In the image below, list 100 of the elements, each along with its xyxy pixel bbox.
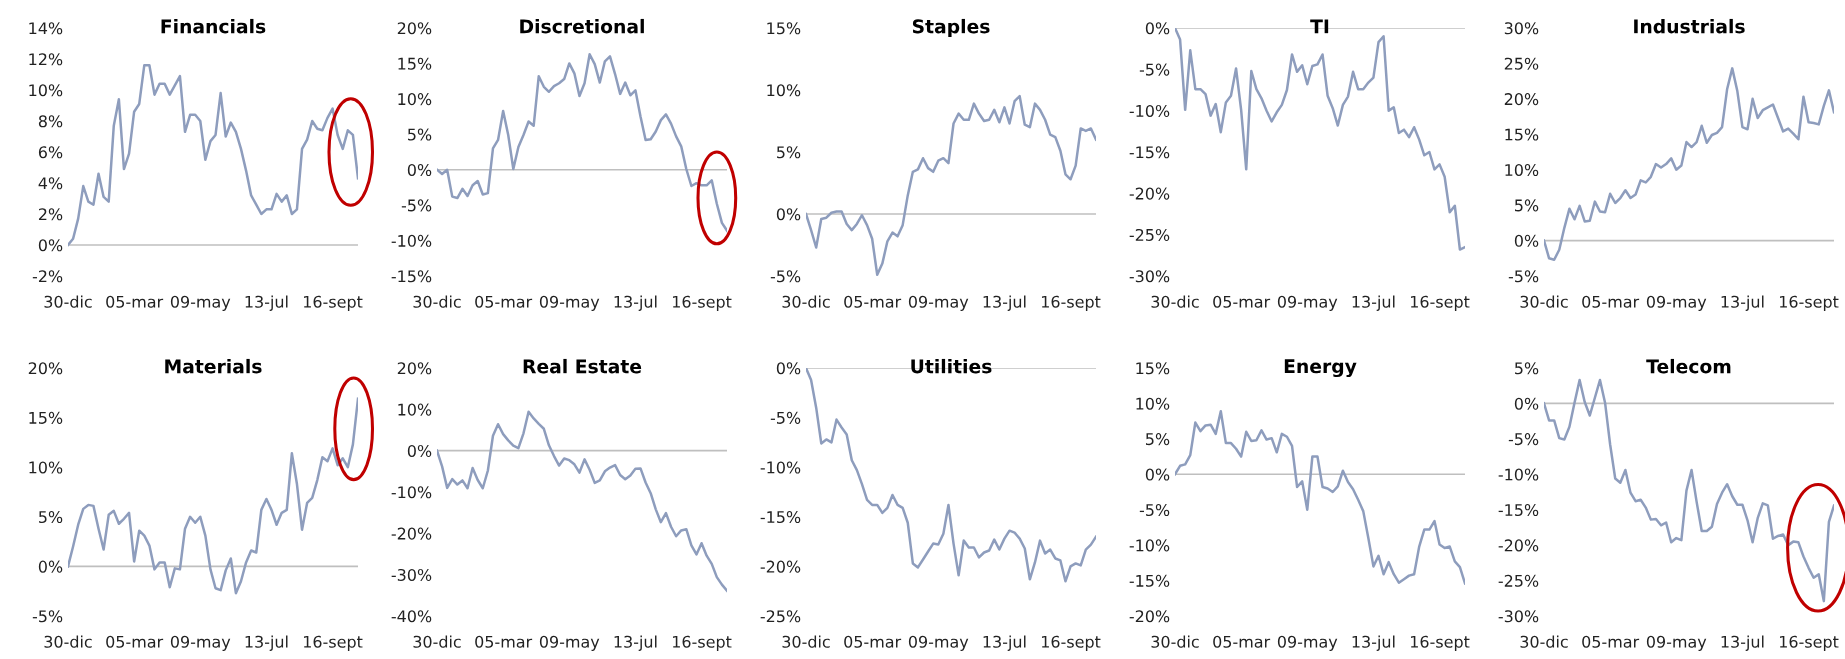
y-tick-label: 5% xyxy=(777,146,801,159)
x-tick-label: 16-sept xyxy=(304,635,363,651)
y-tick-label: -30% xyxy=(1498,610,1539,623)
x-tick-label: 13-jul xyxy=(1352,635,1395,651)
y-tick-label: -15% xyxy=(1129,574,1170,587)
line-series xyxy=(68,63,358,247)
x-tick-label: 09-may xyxy=(908,295,969,311)
y-tick-label: -20% xyxy=(391,527,432,540)
y-tick-label: 0% xyxy=(776,362,801,375)
y-tick-label: -5% xyxy=(1139,503,1170,517)
x-tick-label: 05-mar xyxy=(106,635,164,648)
x-tick-label: 13-jul xyxy=(245,295,288,311)
y-tick-label: 5% xyxy=(1146,433,1170,446)
y-tick-label: -10% xyxy=(1129,539,1170,552)
y-tick-label: 10% xyxy=(1136,397,1170,410)
y-tick-label: 6% xyxy=(38,146,63,159)
x-tick-label: 13-jul xyxy=(1721,295,1764,311)
y-tick-label: -5% xyxy=(32,610,63,623)
x-tick-label: 05-mar xyxy=(475,635,533,648)
y-tick-label: 10% xyxy=(398,403,432,416)
y-tick-label: -40% xyxy=(391,610,432,623)
y-tick-label: 12% xyxy=(29,53,63,66)
y-tick-label: -10% xyxy=(1129,104,1170,117)
y-tick-label: -15% xyxy=(1498,503,1539,517)
x-tick-label: 30-dic xyxy=(44,295,92,308)
y-tick-label: 14% xyxy=(29,22,63,35)
y-tick-label: 0% xyxy=(407,163,432,177)
x-tick-label: 16-sept xyxy=(1411,635,1470,651)
y-tick-label: 15% xyxy=(29,411,63,424)
x-tick-label: 05-mar xyxy=(1213,295,1271,308)
chart-title: Staples xyxy=(912,18,990,38)
x-tick-label: 13-jul xyxy=(1721,635,1764,651)
x-tick-label: 13-jul xyxy=(245,635,288,651)
y-tick-label: -5% xyxy=(401,199,432,212)
chart-title: Discretional xyxy=(520,18,644,34)
x-tick-label: 05-mar xyxy=(1582,635,1640,648)
x-tick-label: 09-may xyxy=(1277,635,1338,651)
y-tick-label: 10% xyxy=(398,93,432,106)
y-tick-label: -25% xyxy=(1498,574,1539,587)
chart-title: Energy xyxy=(1284,359,1357,378)
chart-title: Utilities xyxy=(911,358,992,374)
x-tick-label: 16-sept xyxy=(1042,635,1101,651)
y-tick-label: -15% xyxy=(1129,146,1170,159)
y-tick-label: 20% xyxy=(1504,93,1539,106)
y-tick-label: -5% xyxy=(770,270,801,283)
chart-title: Industrials xyxy=(1634,18,1745,34)
y-tick-label: 8% xyxy=(38,115,63,128)
x-tick-label: 09-may xyxy=(170,635,231,651)
y-tick-label: 5% xyxy=(39,511,63,524)
y-tick-label: 0% xyxy=(38,560,63,573)
x-tick-label: 13-jul xyxy=(1352,295,1395,311)
y-tick-label: -30% xyxy=(391,568,432,581)
x-tick-label: 05-mar xyxy=(844,295,902,308)
y-tick-label: 20% xyxy=(397,22,432,35)
y-tick-label: -20% xyxy=(1129,610,1170,623)
line-series xyxy=(68,397,358,595)
x-tick-label: 30-dic xyxy=(413,635,461,648)
x-tick-label: 30-dic xyxy=(1520,635,1568,648)
x-tick-label: 30-dic xyxy=(413,295,461,308)
x-tick-label: 09-may xyxy=(1646,635,1707,651)
y-tick-label: 5% xyxy=(408,128,432,141)
x-tick-label: 05-mar xyxy=(844,635,902,648)
y-tick-label: 0% xyxy=(407,444,432,457)
x-tick-label: 16-sept xyxy=(1780,295,1839,311)
y-tick-label: -20% xyxy=(760,560,801,573)
x-tick-label: 16-sept xyxy=(1780,635,1839,651)
line-series xyxy=(437,410,727,593)
line-series xyxy=(437,52,727,232)
y-tick-label: 15% xyxy=(1505,128,1539,141)
x-tick-label: 13-jul xyxy=(614,295,657,311)
y-tick-label: 2% xyxy=(38,208,63,221)
y-tick-label: 5% xyxy=(1515,199,1539,212)
x-tick-label: 16-sept xyxy=(1042,295,1101,311)
x-tick-label: 16-sept xyxy=(1411,295,1470,311)
x-tick-label: 30-dic xyxy=(44,635,92,648)
y-tick-label: -5% xyxy=(770,411,801,424)
x-tick-label: 09-may xyxy=(539,295,600,311)
y-tick-label: 15% xyxy=(767,22,801,35)
y-tick-label: 10% xyxy=(767,84,801,97)
x-tick-label: 16-sept xyxy=(673,295,732,311)
x-tick-label: 30-dic xyxy=(782,635,830,648)
y-tick-label: 0% xyxy=(776,208,801,221)
line-series xyxy=(806,94,1096,276)
x-tick-label: 05-mar xyxy=(106,295,164,308)
y-tick-label: -25% xyxy=(760,610,801,623)
y-tick-label: -5% xyxy=(1508,433,1539,446)
y-tick-label: -2% xyxy=(32,270,63,283)
y-tick-label: 15% xyxy=(398,57,432,70)
y-tick-label: -25% xyxy=(1129,228,1170,241)
y-tick-label: 0% xyxy=(1145,22,1170,35)
y-tick-label: -5% xyxy=(1508,270,1539,283)
y-tick-label: 10% xyxy=(1505,163,1539,177)
y-tick-label: -20% xyxy=(1498,539,1539,552)
line-series xyxy=(1175,409,1465,585)
y-tick-label: 0% xyxy=(38,239,63,252)
x-tick-label: 13-jul xyxy=(614,635,657,651)
y-tick-label: -15% xyxy=(391,270,432,283)
y-tick-label: 10% xyxy=(29,461,63,474)
y-tick-label: -10% xyxy=(391,234,432,247)
y-tick-label: 5% xyxy=(1515,362,1539,375)
